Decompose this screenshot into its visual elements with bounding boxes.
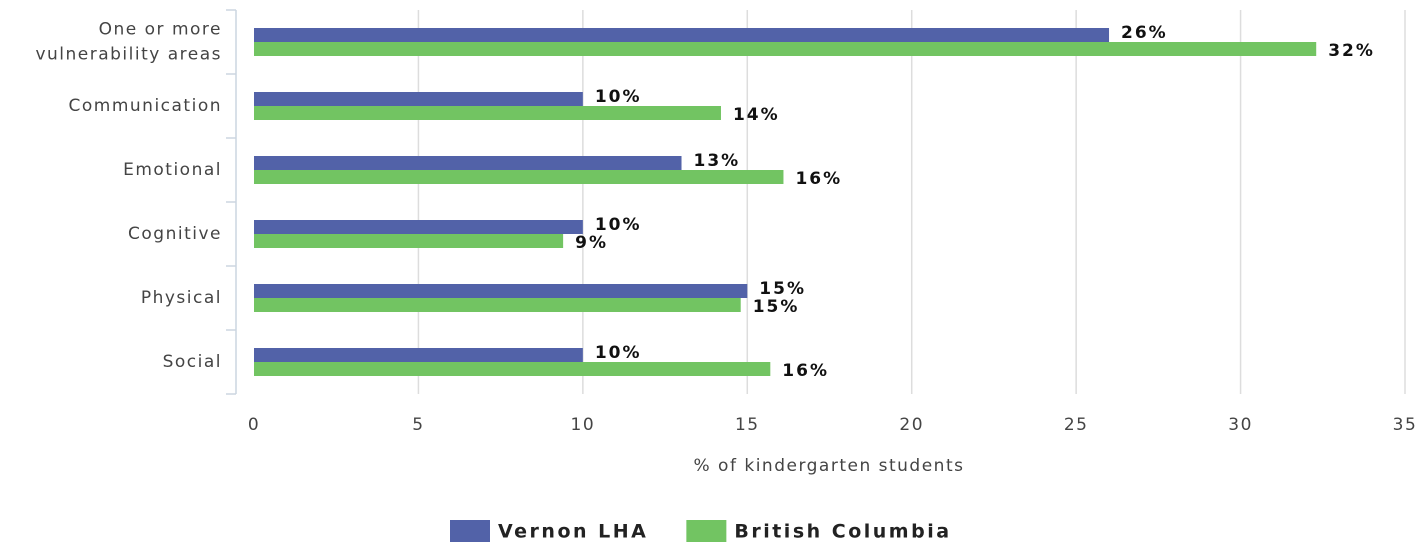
legend-label: Vernon LHA — [498, 521, 648, 543]
y-tick-label: Social — [163, 352, 222, 372]
value-label: 10% — [595, 215, 642, 235]
bar — [254, 156, 682, 170]
value-label: 32% — [1328, 41, 1375, 61]
bar — [254, 170, 784, 184]
value-label: 26% — [1121, 23, 1168, 43]
x-tick-label: 20 — [899, 415, 924, 435]
x-tick-label: 5 — [412, 415, 424, 435]
bar — [254, 92, 583, 106]
value-label: 16% — [795, 169, 842, 189]
bar — [254, 42, 1317, 56]
value-label: 13% — [694, 151, 741, 171]
y-tick-label: One or more vulnerability areas — [35, 20, 222, 65]
x-tick-label: 35 — [1393, 415, 1418, 435]
x-tick-label: 10 — [571, 415, 596, 435]
value-label: 15% — [753, 297, 800, 317]
bar — [254, 362, 771, 376]
bar — [254, 106, 721, 120]
value-label: 10% — [595, 343, 642, 363]
bar — [254, 348, 583, 362]
x-tick-label: 0 — [248, 415, 260, 435]
y-tick-label: Communication — [69, 96, 223, 116]
value-label: 9% — [575, 233, 608, 253]
bar — [254, 220, 583, 234]
legend-swatch — [686, 520, 727, 542]
legend-label: British Columbia — [734, 521, 951, 543]
x-tick-label: 15 — [735, 415, 760, 435]
value-label: 15% — [759, 279, 806, 299]
x-tick-label: 25 — [1064, 415, 1089, 435]
legend-swatch — [450, 520, 490, 542]
x-axis-title: % of kindergarten students — [694, 456, 965, 476]
bar — [254, 298, 741, 312]
y-tick-label: Physical — [141, 288, 222, 308]
bar — [254, 28, 1110, 42]
bar — [254, 284, 748, 298]
bar — [254, 234, 564, 248]
value-label: 16% — [782, 361, 829, 381]
value-label: 14% — [733, 105, 780, 125]
x-tick-label: 30 — [1228, 415, 1253, 435]
y-tick-label: Emotional — [123, 160, 222, 180]
value-label: 10% — [595, 87, 642, 107]
y-tick-label: Cognitive — [128, 224, 222, 244]
